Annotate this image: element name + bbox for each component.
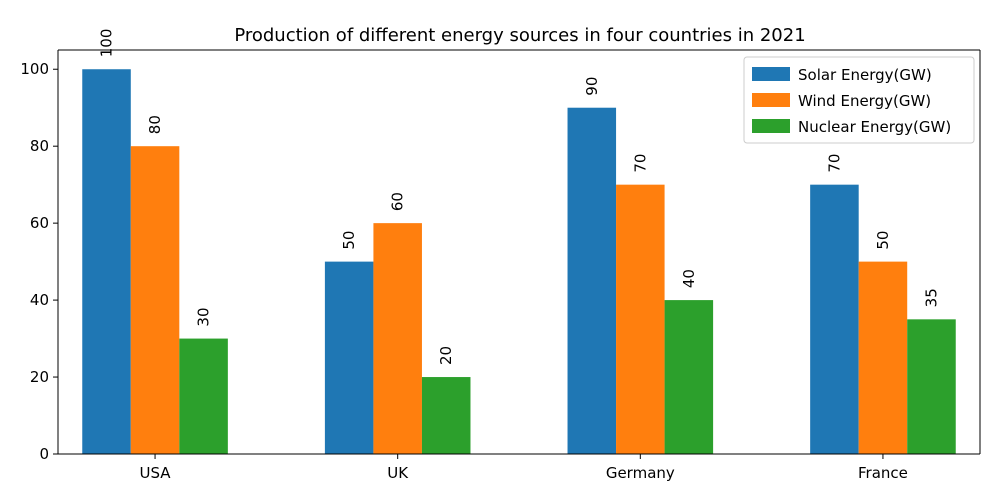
bar-uk-series-2 bbox=[421, 377, 471, 454]
bar-uk-series-1 bbox=[373, 223, 422, 454]
x-tick-label: Germany bbox=[606, 464, 675, 482]
y-tick-label: 100 bbox=[20, 60, 49, 78]
legend-label: Solar Energy(GW) bbox=[798, 66, 932, 84]
bar-uk-series-0 bbox=[324, 261, 374, 454]
x-tick-label: USA bbox=[140, 464, 172, 482]
bar-usa-series-2 bbox=[179, 338, 228, 454]
bar-france-series-2 bbox=[907, 319, 956, 454]
x-tick-label: UK bbox=[387, 464, 409, 482]
data-label: 70 bbox=[631, 154, 649, 173]
data-label: 30 bbox=[195, 307, 213, 326]
y-tick-label: 40 bbox=[30, 291, 49, 309]
x-tick-label: France bbox=[858, 464, 908, 482]
legend-swatch bbox=[752, 119, 790, 133]
bar-usa-series-0 bbox=[82, 69, 131, 455]
data-label: 60 bbox=[389, 192, 407, 211]
data-label: 40 bbox=[680, 269, 698, 288]
legend-swatch bbox=[752, 67, 790, 81]
data-label: 50 bbox=[340, 231, 358, 250]
bar-usa-series-1 bbox=[130, 146, 180, 454]
data-label: 80 bbox=[146, 115, 164, 134]
data-label: 90 bbox=[583, 77, 601, 96]
bar-france-series-1 bbox=[858, 261, 908, 454]
bar-france-series-0 bbox=[810, 184, 859, 455]
data-label: 20 bbox=[437, 346, 455, 365]
legend-label: Nuclear Energy(GW) bbox=[798, 118, 951, 136]
legend-box bbox=[743, 56, 975, 144]
y-tick-label: 20 bbox=[30, 368, 49, 386]
data-label: 35 bbox=[922, 288, 940, 307]
plot-area: 100 50 90 70 80 60 70 50 30 20 40 35 0 20 40 60 80 100 USA… bbox=[20, 29, 981, 482]
chart-title: Production of different energy sources i… bbox=[234, 25, 805, 46]
y-tick-label: 80 bbox=[30, 137, 49, 155]
bar-germany-series-1 bbox=[616, 184, 665, 455]
bar-germany-series-0 bbox=[567, 107, 617, 455]
legend-swatch bbox=[752, 93, 790, 107]
legend: Solar Energy(GW) Wind Energy(GW) Nuclear E… bbox=[743, 56, 975, 144]
data-label: 50 bbox=[874, 231, 892, 250]
y-tick-label: 60 bbox=[30, 214, 49, 232]
data-label: 70 bbox=[825, 154, 843, 173]
legend-label: Wind Energy(GW) bbox=[798, 92, 931, 110]
bar-germany-series-2 bbox=[664, 300, 714, 454]
data-label: 100 bbox=[98, 29, 116, 58]
y-tick-label: 0 bbox=[39, 445, 49, 463]
